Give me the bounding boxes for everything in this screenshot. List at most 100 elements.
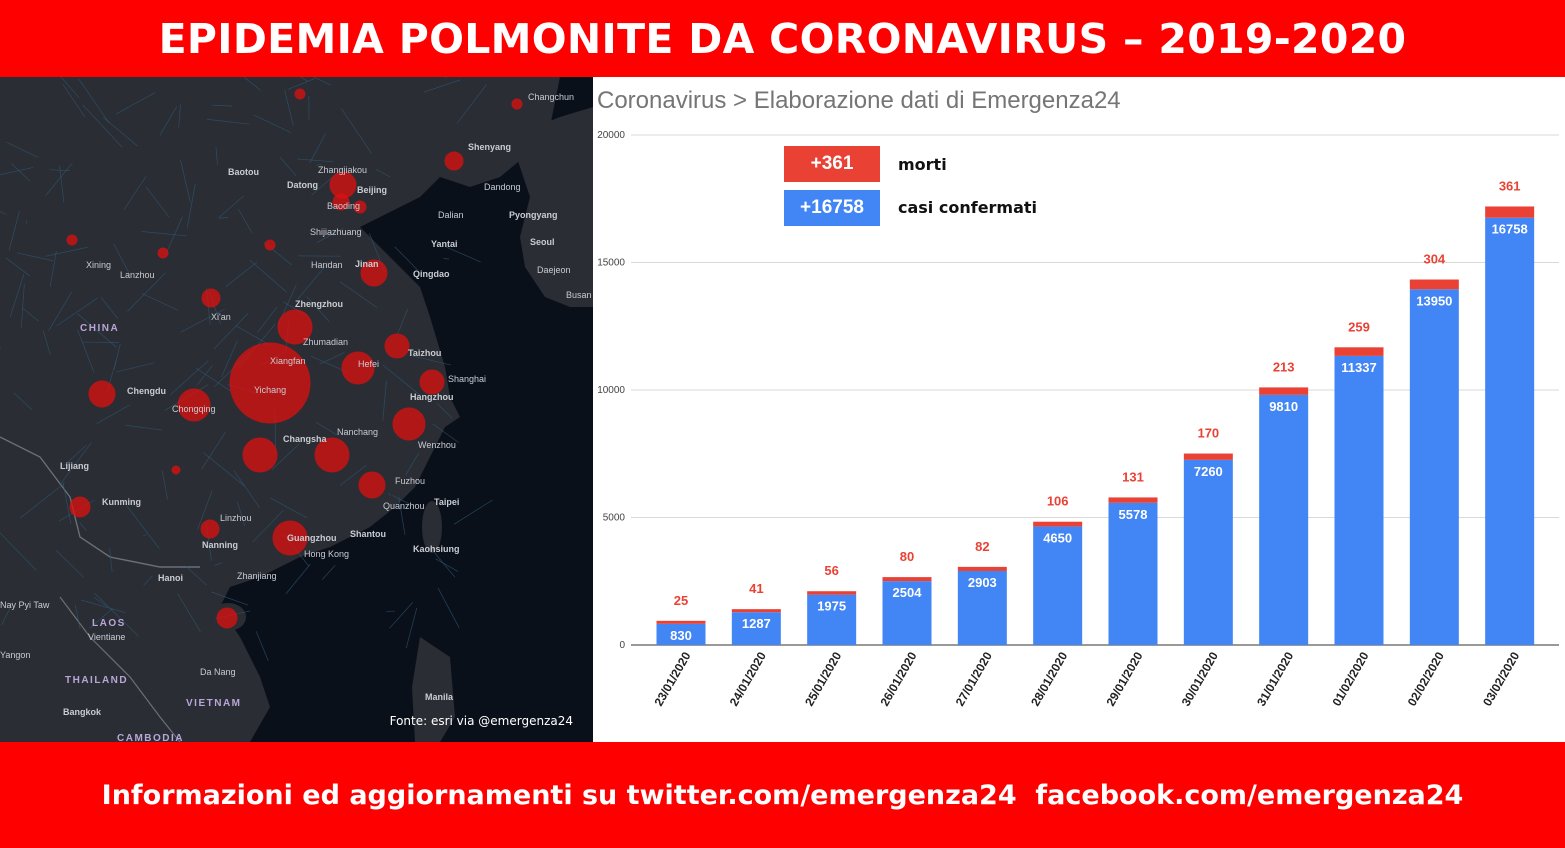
road-line [141, 231, 187, 237]
y-tick-label: 10000 [597, 385, 625, 396]
data-label-deaths: 131 [1122, 469, 1144, 484]
bar-deaths [656, 620, 706, 624]
data-label-deaths: 170 [1197, 426, 1219, 441]
bar-cases [731, 612, 781, 645]
map-city-label: Quanzhou [383, 501, 425, 511]
data-label-deaths: 25 [674, 593, 688, 608]
infection-marker [264, 239, 276, 251]
road-line [249, 259, 288, 293]
road-line [394, 246, 418, 271]
bar-cases [882, 581, 932, 645]
bar-cases [1033, 526, 1083, 645]
road-line [244, 77, 261, 91]
infection-marker [511, 98, 523, 110]
taiwan-island [422, 501, 442, 553]
map-city-label: Zhanjiang [237, 571, 277, 581]
road-line [60, 77, 80, 99]
data-label-cases: 4650 [1043, 530, 1072, 545]
road-line [116, 362, 155, 373]
road-line [309, 133, 326, 164]
map-city-label: Xining [86, 260, 112, 270]
bar-deaths [1183, 453, 1233, 460]
bar-cases [957, 570, 1007, 645]
bar-cases [1259, 394, 1309, 645]
bar-deaths [1334, 347, 1384, 356]
road-line [297, 158, 335, 163]
map-city-label: Nanchang [337, 427, 379, 437]
bar-cases [1183, 459, 1233, 645]
legend-cases-value: +16758 [784, 190, 880, 226]
road-line [252, 510, 284, 543]
map-city-label: CAMBODIA [117, 733, 184, 742]
map-city-label: Shantou [350, 529, 386, 539]
road-line [316, 228, 344, 243]
road-line [178, 104, 181, 128]
road-line [432, 423, 459, 443]
map-city-label: Yichang [254, 385, 287, 395]
road-line [161, 471, 168, 500]
border-line [0, 436, 200, 568]
data-label-deaths: 56 [824, 563, 838, 578]
map-city-label: THAILAND [65, 675, 129, 686]
map-city-label: Dandong [484, 182, 521, 192]
road-line [388, 492, 391, 496]
y-tick-label: 5000 [603, 513, 626, 524]
road-line [321, 565, 336, 580]
header-banner: EPIDEMIA POLMONITE DA CORONAVIRUS – 2019… [0, 0, 1565, 77]
road-line [382, 364, 421, 396]
road-line [49, 250, 57, 288]
data-label-cases: 1287 [742, 616, 771, 631]
map-city-label: Zhumadian [303, 337, 349, 347]
road-line [446, 246, 481, 263]
x-tick-label: 02/02/2020 [1405, 649, 1447, 708]
footer-banner: Informazioni ed aggiornamenti su twitter… [0, 742, 1565, 848]
road-line [109, 548, 113, 573]
bar-deaths [807, 591, 857, 595]
bar-deaths [731, 609, 781, 613]
map-city-label: Fuzhou [395, 476, 426, 486]
road-line [62, 482, 72, 525]
road-line [201, 540, 207, 547]
bar-chart: 0 5000 10000 15000 20000 830 25 23/01/2020 1287 4… [597, 130, 1559, 709]
data-label-deaths: 80 [900, 549, 914, 564]
road-line [257, 306, 278, 333]
y-tick-label: 20000 [597, 130, 625, 141]
bar-deaths [1108, 497, 1158, 503]
road-line [315, 163, 322, 166]
map-city-label: VIETNAM [186, 698, 242, 709]
bar-cases [1409, 289, 1459, 645]
road-line [206, 118, 250, 125]
road-line [392, 495, 410, 505]
road-line [339, 464, 367, 486]
road-line [94, 593, 139, 637]
road-line [186, 183, 196, 229]
road-line [255, 631, 269, 662]
bar-deaths [1259, 387, 1309, 395]
map-city-label: Lijiang [60, 461, 89, 471]
map-city-label: Yantai [431, 239, 458, 249]
infection-marker [66, 234, 78, 246]
x-tick-label: 31/01/2020 [1254, 649, 1296, 708]
map-city-label: Vientiane [88, 632, 126, 642]
x-tick-label: 29/01/2020 [1103, 649, 1145, 708]
road-line [237, 501, 246, 527]
road-line [201, 431, 226, 470]
map-city-label: Wenzhou [418, 440, 456, 450]
road-line [125, 424, 163, 431]
road-line [20, 482, 65, 519]
bar-deaths [1409, 279, 1459, 290]
data-label-cases: 16758 [1492, 222, 1528, 237]
road-line [341, 108, 372, 154]
road-line [339, 281, 378, 309]
road-line [221, 340, 238, 378]
infection-marker [341, 351, 375, 385]
infection-marker [201, 288, 221, 308]
legend-deaths-value: +361 [784, 146, 880, 182]
x-tick-label: 01/02/2020 [1329, 649, 1371, 708]
road-line [165, 216, 183, 255]
x-tick-label: 30/01/2020 [1179, 649, 1221, 708]
road-line [127, 272, 166, 312]
road-line [103, 117, 138, 147]
road-line [405, 607, 418, 649]
map-city-label: Manila [425, 692, 454, 702]
